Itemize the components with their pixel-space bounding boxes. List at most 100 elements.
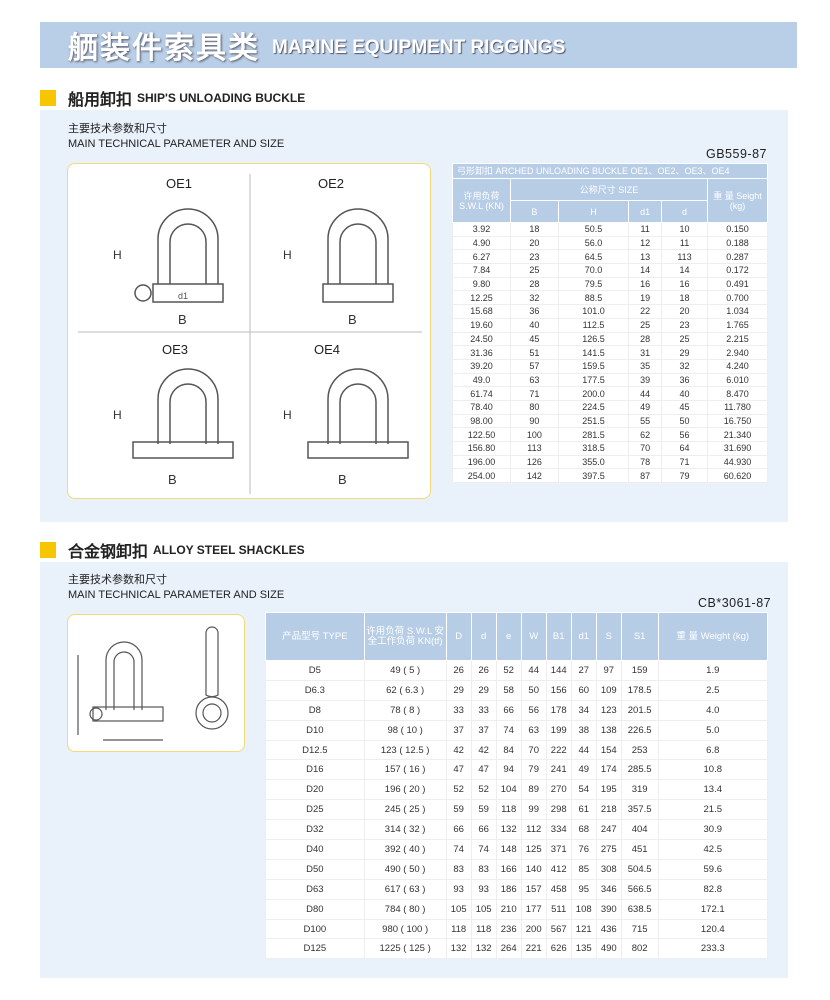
table-cell: D32 xyxy=(265,819,365,841)
table-cell: 39.20 xyxy=(452,358,511,374)
table-row: D16 157 ( 16 ) 47 47 94 79 241 49 174 285.5 10.8 xyxy=(265,759,769,781)
table-row: D32 314 ( 32 ) 66 66 132 112 334 68 247 404 30.9 xyxy=(265,819,769,841)
table-cell: 371 xyxy=(545,839,572,860)
table-cell: 47 xyxy=(470,759,497,781)
table-cell: 37 xyxy=(470,719,497,741)
table-cell: D80 xyxy=(265,898,365,920)
table-cell: 23 xyxy=(661,317,708,333)
table-cell: 222 xyxy=(545,739,572,761)
section1-title-cn: 船用卸扣 xyxy=(68,92,133,109)
table-cell: 253 xyxy=(620,739,659,761)
table-cell: 275 xyxy=(595,839,622,860)
table-cell: 88.5 xyxy=(557,290,630,306)
table-cell: 247 xyxy=(595,819,622,841)
table-cell: 50 xyxy=(520,679,547,701)
table-cell: 112 xyxy=(520,819,547,841)
section2-heading: 合金钢卸扣 ALLOY STEEL SHACKLES xyxy=(40,538,305,562)
table-cell: D16 xyxy=(265,759,365,781)
table-cell: 59.6 xyxy=(657,858,769,880)
table-cell: 84 xyxy=(495,739,522,761)
table-cell: 567 xyxy=(545,918,572,940)
table-cell: 4.90 xyxy=(452,235,511,251)
shackle-drawing-icon: d1 B H B H B H B H xyxy=(78,174,422,494)
table-cell: 233.3 xyxy=(657,938,769,960)
table-cell: 40 xyxy=(510,317,559,333)
section1-subtitle: 主要技术参数和尺寸 MAIN TECHNICAL PARAMETER AND SI… xyxy=(68,122,284,152)
table-cell: 504.5 xyxy=(620,858,659,880)
table-row: D63 617 ( 63 ) 93 93 186 157 458 95 346 566.5 82.8 xyxy=(265,878,769,900)
table-cell: 4.0 xyxy=(657,699,769,721)
table-cell: 218 xyxy=(595,799,622,821)
table-row: 3.92 18 50.5 11 10 0.150 xyxy=(452,222,768,237)
table-row: D12.5 123 ( 12.5 ) 42 42 84 70 222 44 154 253 6.8 xyxy=(265,739,769,761)
table-cell: 19 xyxy=(628,290,663,306)
table-cell: 18 xyxy=(510,222,559,237)
table-cell: 74 xyxy=(495,719,522,741)
table-row: 24.50 45 126.5 28 25 2.215 xyxy=(452,331,768,347)
table-cell: 138 xyxy=(595,719,622,741)
table-cell: 0.172 xyxy=(707,263,768,278)
table-cell: 55 xyxy=(628,413,663,429)
table-cell: 123 xyxy=(595,699,622,721)
table-cell: 715 xyxy=(620,918,659,940)
column-header: 产品型号 TYPE xyxy=(265,612,365,661)
table-cell: 47 xyxy=(445,759,472,781)
column-header: 重 量 Weight (kg) xyxy=(657,612,769,661)
table-cell: 31.690 xyxy=(707,441,768,456)
table-cell: 44.930 xyxy=(707,454,768,470)
table-cell: 6.010 xyxy=(707,372,768,388)
column-header: W xyxy=(520,612,547,661)
table-row: 7.84 25 70.0 14 14 0.172 xyxy=(452,263,768,278)
table-cell: 511 xyxy=(545,898,572,920)
table-cell: 9.80 xyxy=(452,276,511,292)
table-cell: 22 xyxy=(628,304,663,319)
table-cell: 12 xyxy=(628,235,663,251)
table-cell: 178 xyxy=(545,699,572,721)
table-cell: 19.60 xyxy=(452,317,511,333)
table-cell: 199 xyxy=(545,719,572,741)
table-row: D10 98 ( 10 ) 37 37 74 63 199 38 138 226.5 5.0 xyxy=(265,719,769,741)
col-size-0: B xyxy=(510,200,559,223)
table-cell: 35 xyxy=(628,358,663,374)
table-cell: 29 xyxy=(445,679,472,701)
table-cell: 42 xyxy=(445,739,472,761)
table-cell: 98 ( 10 ) xyxy=(363,719,447,741)
table-row: 6.27 23 64.5 13 113 0.287 xyxy=(452,249,768,265)
table-cell: 6.8 xyxy=(657,739,769,761)
label-oe3: OE3 xyxy=(162,342,189,357)
sub-cn: 主要技术参数和尺寸 xyxy=(68,123,167,135)
table-cell: 118 xyxy=(470,918,497,940)
table-cell: 89 xyxy=(520,779,547,801)
table-cell: 319 xyxy=(620,779,659,801)
col-size-2: d1 xyxy=(628,200,663,223)
section1-title-en: SHIP'S UNLOADING BUCKLE xyxy=(137,91,306,105)
table-cell: 1.9 xyxy=(657,660,769,681)
table-cell: 63 xyxy=(510,372,559,388)
section-marker-icon xyxy=(40,542,56,558)
table-cell: 80 xyxy=(510,399,559,415)
column-header: S1 xyxy=(620,612,659,661)
table-cell: 10 xyxy=(661,222,708,237)
sub-en: MAIN TECHNICAL PARAMETER AND SIZE xyxy=(68,589,285,601)
section-marker-icon xyxy=(40,90,56,106)
table-cell: 60.620 xyxy=(707,468,768,484)
table-cell: 20 xyxy=(661,304,708,319)
table-cell: D63 xyxy=(265,878,365,900)
table-cell: 36 xyxy=(510,304,559,319)
sub-cn: 主要技术参数和尺寸 xyxy=(68,574,167,586)
table-row: 12.25 32 88.5 19 18 0.700 xyxy=(452,290,768,306)
table-cell: 281.5 xyxy=(557,427,630,442)
table-cell: 28 xyxy=(628,331,663,347)
table-cell: 29 xyxy=(661,345,708,360)
table-cell: 33 xyxy=(470,699,497,721)
table-cell: 45 xyxy=(661,399,708,415)
table-cell: D10 xyxy=(265,719,365,741)
table-cell: 62 ( 6.3 ) xyxy=(363,679,447,701)
table-row: D125 1225 ( 125 ) 132 132 264 221 626 135 490 802… xyxy=(265,938,769,960)
table-cell: 59 xyxy=(445,799,472,821)
table-cell: 16.750 xyxy=(707,413,768,429)
table-cell: 58 xyxy=(495,679,522,701)
table-cell: 33 xyxy=(445,699,472,721)
table-cell: 334 xyxy=(545,819,572,841)
unloading-buckle-table: 弓形卸扣 ARCHED UNLOADING BUCKLE OE1、OE2、OE3… xyxy=(452,163,768,484)
